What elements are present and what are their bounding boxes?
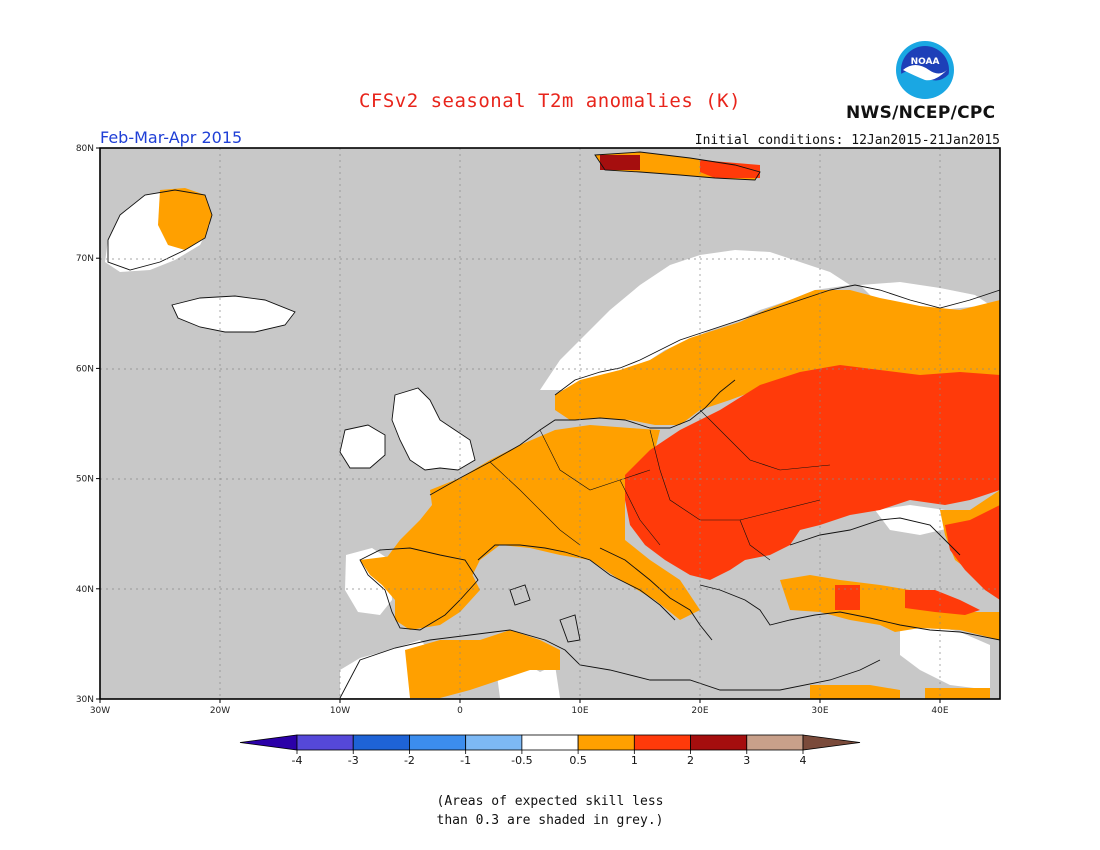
lon-tick-label: 10E [571, 706, 588, 716]
colorbar: -4 -3 -2 -1 -0.5 0.5 1 2 3 4 [239, 734, 861, 767]
skill-note-line-2: than 0.3 are shaded in grey.) [436, 813, 664, 828]
colorbar-bin [633, 734, 691, 751]
colorbar-label: -1 [460, 754, 471, 767]
chart-title: CFSv2 seasonal T2m anomalies (K) [358, 90, 742, 112]
colorbar-label: 0.5 [569, 754, 587, 767]
lon-tick-label: 40E [931, 706, 948, 716]
lat-tick-label: 40N [76, 585, 94, 595]
colorbar-bin [465, 734, 523, 751]
graticule [100, 148, 1000, 699]
colorbar-label: -4 [292, 754, 303, 767]
colorbar-label: -2 [404, 754, 415, 767]
colorbar-label: -0.5 [511, 754, 532, 767]
skill-note: (Areas of expected skill less than 0.3 a… [0, 792, 1100, 830]
lat-tick-label: 70N [76, 254, 94, 264]
lon-tick-label: 0 [457, 706, 463, 716]
lat-tick-label: 80N [76, 144, 94, 154]
lon-tick-label: 20E [691, 706, 708, 716]
lon-tick-label: 10W [330, 706, 350, 716]
agency-label: NWS/NCEP/CPC [846, 103, 996, 123]
map-frame [99, 147, 1001, 700]
initial-conditions: Initial conditions: 12Jan2015-21Jan2015 [694, 133, 1000, 148]
colorbar-label: 1 [631, 754, 638, 767]
colorbar-label: -3 [348, 754, 359, 767]
colorbar-bin [296, 734, 354, 751]
colorbar-label: 3 [743, 754, 750, 767]
colorbar-bin [746, 734, 804, 751]
colorbar-bin [352, 734, 410, 751]
lon-tick-label: 20W [210, 706, 230, 716]
lat-tick-label: 50N [76, 475, 94, 485]
colorbar-label: 4 [800, 754, 807, 767]
lat-tick-label: 30N [76, 695, 94, 705]
colorbar-bin [409, 734, 467, 751]
colorbar-bin [577, 734, 635, 751]
skill-note-line-1: (Areas of expected skill less [436, 794, 664, 809]
latitude-ticks: 30N 40N 50N 60N 70N 80N [76, 144, 100, 705]
lat-tick-label: 60N [76, 364, 94, 374]
forecast-period: Feb-Mar-Apr 2015 [100, 128, 243, 147]
noaa-logo: NOAA [896, 41, 954, 99]
colorbar-bin [521, 734, 579, 751]
colorbar-bin [690, 734, 748, 751]
anomaly-red-areas [600, 155, 1000, 615]
lon-tick-label: 30E [811, 706, 828, 716]
longitude-ticks: 30W 20W 10W 0 10E 20E 30E 40E [90, 699, 949, 716]
colorbar-low-arrow [239, 734, 298, 751]
lon-tick-label: 30W [90, 706, 110, 716]
colorbar-high-arrow [802, 734, 861, 751]
noaa-logo-text: NOAA [911, 57, 940, 67]
colorbar-label: 2 [687, 754, 694, 767]
